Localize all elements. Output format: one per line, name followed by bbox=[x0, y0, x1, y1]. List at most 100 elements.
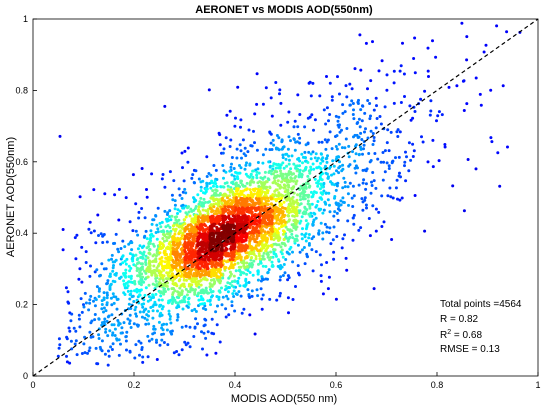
data-point bbox=[280, 180, 284, 184]
data-point bbox=[67, 301, 71, 305]
data-point bbox=[150, 172, 154, 176]
data-point bbox=[361, 152, 364, 156]
data-point bbox=[205, 217, 209, 221]
data-point bbox=[335, 235, 339, 238]
data-point bbox=[167, 309, 171, 313]
data-point bbox=[291, 260, 295, 264]
data-point bbox=[264, 248, 268, 251]
data-point bbox=[307, 243, 311, 247]
data-point bbox=[465, 35, 469, 39]
stat-r: R = 0.82 bbox=[440, 314, 479, 325]
data-point bbox=[398, 130, 402, 134]
data-point bbox=[344, 137, 348, 141]
data-point bbox=[244, 203, 248, 207]
data-point bbox=[320, 263, 323, 267]
data-point bbox=[320, 152, 323, 156]
data-point bbox=[219, 260, 223, 264]
data-point bbox=[333, 183, 336, 187]
data-point bbox=[200, 272, 204, 276]
data-point bbox=[110, 323, 114, 327]
data-point bbox=[169, 218, 173, 222]
data-point bbox=[58, 134, 62, 138]
data-point bbox=[226, 240, 230, 244]
data-point bbox=[191, 280, 194, 283]
data-point bbox=[357, 183, 361, 187]
data-point bbox=[300, 186, 304, 190]
data-point bbox=[228, 109, 232, 113]
data-point bbox=[261, 254, 265, 258]
data-point bbox=[202, 324, 206, 328]
data-point bbox=[326, 176, 330, 180]
data-point bbox=[314, 250, 318, 254]
data-point bbox=[298, 141, 302, 145]
data-point bbox=[105, 301, 109, 305]
data-point bbox=[208, 228, 212, 232]
data-point bbox=[370, 184, 374, 187]
data-point bbox=[277, 213, 281, 217]
data-point bbox=[196, 244, 200, 248]
data-point bbox=[270, 243, 274, 247]
data-point bbox=[324, 191, 328, 195]
data-point bbox=[273, 169, 277, 173]
data-point bbox=[362, 143, 366, 147]
data-point bbox=[166, 343, 170, 347]
data-point bbox=[165, 229, 169, 233]
data-point bbox=[194, 220, 198, 224]
data-point bbox=[330, 147, 334, 151]
data-point bbox=[277, 227, 281, 231]
data-point bbox=[202, 191, 205, 195]
data-point bbox=[282, 242, 286, 246]
data-point bbox=[181, 282, 185, 286]
data-point bbox=[278, 291, 282, 295]
data-point bbox=[233, 309, 237, 313]
data-point bbox=[372, 139, 376, 143]
data-point bbox=[289, 139, 292, 143]
data-point bbox=[369, 114, 372, 118]
data-point bbox=[220, 246, 224, 250]
data-point bbox=[238, 171, 242, 175]
data-point bbox=[148, 238, 152, 241]
data-point bbox=[250, 294, 254, 298]
data-point bbox=[348, 82, 352, 86]
data-point bbox=[234, 206, 238, 210]
data-point bbox=[141, 275, 145, 279]
data-point bbox=[413, 71, 417, 75]
data-point bbox=[239, 189, 243, 193]
data-point bbox=[262, 251, 266, 255]
data-point bbox=[176, 269, 180, 273]
data-point bbox=[173, 207, 177, 211]
data-point bbox=[209, 186, 213, 190]
data-point bbox=[309, 157, 313, 161]
data-point bbox=[409, 158, 413, 162]
data-point bbox=[269, 229, 273, 232]
data-point bbox=[232, 253, 236, 257]
data-point bbox=[74, 339, 78, 343]
data-point bbox=[234, 183, 238, 186]
data-point bbox=[221, 193, 225, 197]
data-point bbox=[95, 285, 99, 289]
data-point bbox=[339, 203, 343, 207]
data-point bbox=[286, 278, 290, 282]
data-point bbox=[247, 293, 251, 296]
data-point bbox=[283, 271, 287, 275]
data-point bbox=[154, 292, 158, 296]
data-point bbox=[338, 160, 341, 164]
data-point bbox=[107, 349, 110, 353]
data-point bbox=[185, 212, 189, 216]
data-point bbox=[333, 195, 337, 198]
data-point bbox=[231, 266, 235, 270]
data-point bbox=[247, 252, 251, 256]
data-point bbox=[184, 265, 187, 269]
data-point bbox=[197, 209, 200, 213]
data-point bbox=[57, 346, 61, 350]
data-point bbox=[146, 299, 150, 303]
data-point bbox=[287, 311, 290, 315]
data-point bbox=[164, 253, 168, 257]
data-point bbox=[326, 138, 330, 142]
data-point bbox=[89, 294, 93, 298]
data-point bbox=[321, 237, 325, 241]
data-point bbox=[413, 194, 417, 197]
data-point bbox=[298, 159, 302, 163]
data-point bbox=[150, 337, 154, 341]
data-point bbox=[260, 190, 264, 193]
